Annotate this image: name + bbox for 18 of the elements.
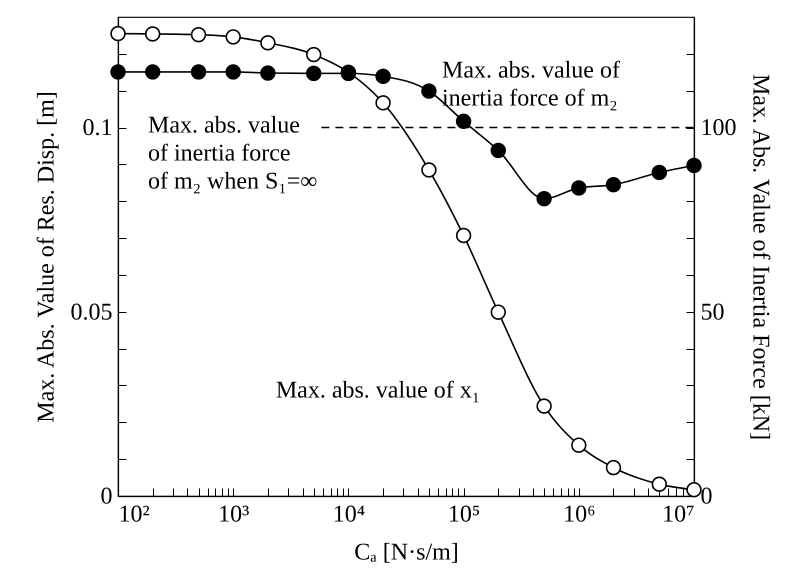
- x-axis-title: Cₐ [N·s/m]: [354, 540, 459, 566]
- x-tick-label: 10⁷: [662, 502, 694, 528]
- y-tick-label: 0.05: [70, 299, 112, 326]
- x-tick-label: 10⁵: [448, 502, 480, 528]
- y-tick-label: 0.1: [82, 115, 112, 142]
- y2-tick-label: 100: [700, 115, 736, 142]
- y-axis-title: Max. Abs. Value of Res. Disp. [m]: [34, 91, 60, 423]
- y2-tick-label: 0: [700, 484, 712, 510]
- y-tick-label: 0: [100, 484, 112, 510]
- ref-line-label: Max. abs. value of inertia force of m₂ when S₁=∞: [148, 112, 318, 195]
- y2-axis-title: Max. Abs. Value of Inertia Force [kN]: [748, 74, 774, 440]
- x-tick-label: 10⁴: [332, 502, 366, 528]
- x-tick-label: 10⁶: [563, 502, 596, 528]
- annotation: Max. abs. value of inertia force of m₂: [442, 58, 620, 112]
- annotation: Max. abs. value of x₁: [276, 378, 480, 404]
- x-tick-label: 10³: [218, 502, 250, 528]
- y2-tick-label: 50: [700, 299, 724, 326]
- x-tick-label: 10²: [118, 502, 150, 528]
